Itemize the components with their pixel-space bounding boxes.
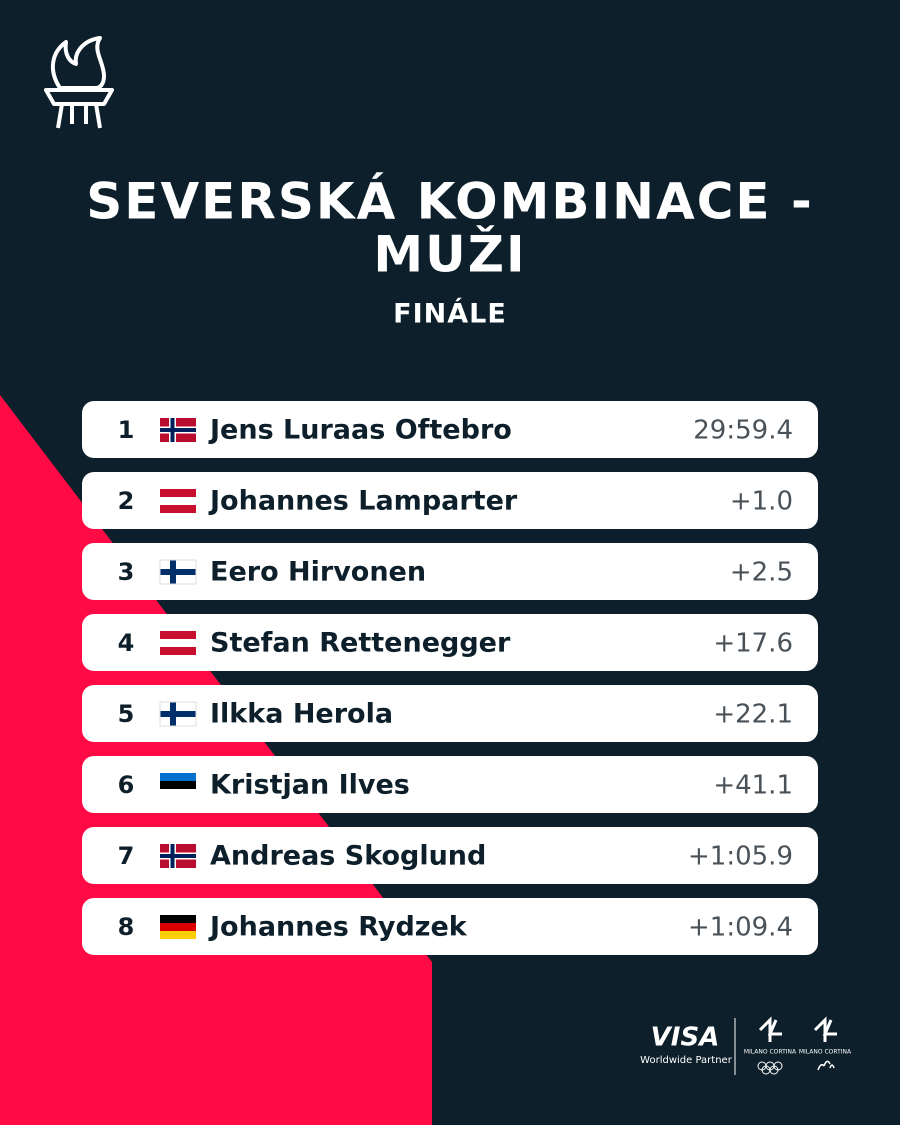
- flag-part: [159, 559, 197, 585]
- flag-part: [160, 789, 196, 797]
- games-logo: [813, 1016, 837, 1042]
- flag-part: [160, 854, 196, 858]
- row-background: [82, 685, 818, 742]
- flag-part: [160, 569, 196, 575]
- rank: 5: [118, 700, 135, 728]
- rank: 3: [118, 558, 135, 586]
- athlete-name: Kristjan Ilves: [210, 770, 410, 801]
- logo-text: MILANO CORTINA: [799, 1049, 852, 1056]
- torch-icon: [44, 36, 114, 129]
- rank: 2: [118, 487, 135, 515]
- flag-part: [160, 781, 196, 789]
- athlete-name: Johannes Rydzek: [208, 912, 468, 943]
- result-row: 6 Kristjan Ilves +41.1: [82, 756, 818, 813]
- rank: 8: [118, 913, 135, 941]
- olympic-rings: [757, 1061, 783, 1075]
- row-background: [82, 827, 818, 884]
- result-time: +1:05.9: [688, 842, 793, 872]
- rank: 1: [118, 416, 135, 444]
- result-time: +2.5: [730, 558, 793, 588]
- flag-part: [160, 931, 196, 939]
- flag-part: [160, 923, 196, 931]
- flag-part: [160, 497, 196, 505]
- flag-part: [159, 701, 197, 727]
- result-time: +17.6: [713, 629, 793, 659]
- sponsor-logo: VISA: [651, 1023, 720, 1053]
- athlete-name: Ilkka Herola: [210, 699, 393, 730]
- rank: 4: [118, 629, 135, 657]
- result-row: 1 Jens Luraas Oftebro 29:59.4: [82, 401, 818, 458]
- sponsor-tagline: Worldwide Partner: [640, 1055, 733, 1066]
- athlete-name: Jens Luraas Oftebro: [208, 415, 512, 446]
- games-logo: [758, 1016, 782, 1042]
- athlete-name: Andreas Skoglund: [210, 841, 486, 872]
- result-row: 4 Stefan Rettenegger +17.6: [82, 614, 818, 671]
- result-row: 3 Eero Hirvonen +2.5: [82, 543, 818, 600]
- athlete-name: Stefan Rettenegger: [210, 628, 511, 659]
- result-row: 7 Andreas Skoglund +1:05.9: [82, 827, 818, 884]
- result-time: +1.0: [730, 487, 793, 517]
- row-background: [82, 614, 818, 671]
- paralympic-agitos: [817, 1060, 835, 1071]
- result-time: +22.1: [713, 700, 793, 730]
- subtitle: FINÁLE: [393, 298, 507, 330]
- flag-part: [160, 711, 196, 717]
- row-background: [82, 472, 818, 529]
- rank: 7: [118, 842, 135, 870]
- title-line: SEVERSKÁ KOMBINACE -: [86, 172, 813, 231]
- title-line: MUŽI: [373, 225, 526, 284]
- result-row: 5 Ilkka Herola +22.1: [82, 685, 818, 742]
- result-row: 8 Johannes Rydzek +1:09.4: [82, 898, 818, 955]
- flag-part: [160, 639, 196, 647]
- logo-text: MILANO CORTINA: [744, 1049, 797, 1056]
- flag-part: [160, 428, 196, 432]
- flag-part: [160, 773, 196, 781]
- athlete-name: Johannes Lamparter: [208, 486, 518, 517]
- result-time: +1:09.4: [688, 913, 793, 943]
- row-background: [82, 401, 818, 458]
- flag-part: [160, 915, 196, 923]
- result-time: +41.1: [713, 771, 793, 801]
- row-background: [82, 543, 818, 600]
- result-row: 2 Johannes Lamparter +1.0: [82, 472, 818, 529]
- row-background: [82, 756, 818, 813]
- athlete-name: Eero Hirvonen: [210, 557, 426, 588]
- rank: 6: [118, 771, 135, 799]
- row-background: [82, 898, 818, 955]
- result-time: 29:59.4: [693, 416, 793, 446]
